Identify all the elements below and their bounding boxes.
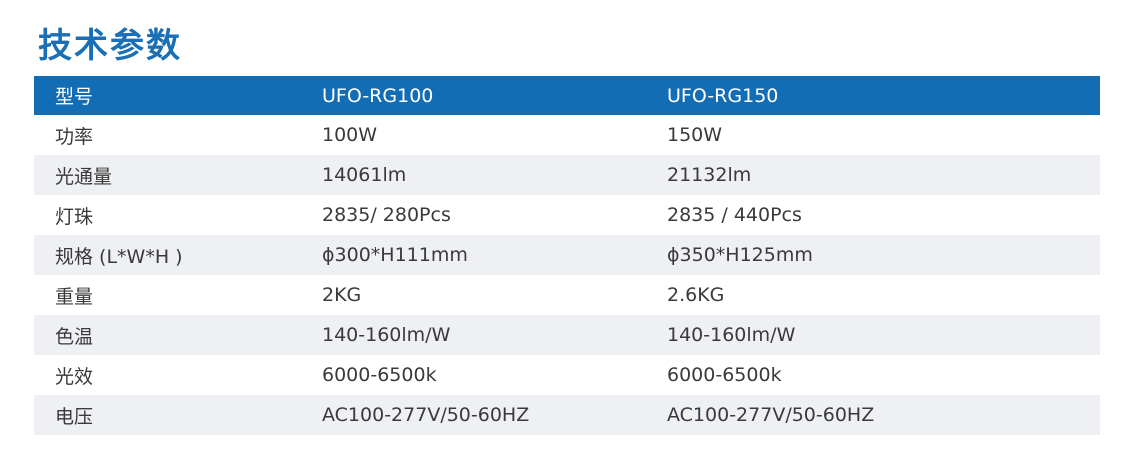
cell: 2835/ 280Pcs bbox=[322, 204, 451, 226]
cell: 2835 / 440Pcs bbox=[667, 204, 802, 226]
row: 功率 100W 150W bbox=[34, 115, 1100, 155]
cell: 光效 bbox=[55, 365, 94, 388]
cell: 150W bbox=[667, 124, 723, 146]
title: 技术参数 bbox=[38, 26, 182, 66]
row: 规格 (L*W*H ) ϕ300*H111mm ϕ350*H125mm bbox=[34, 235, 1100, 275]
cell: AC100-277V/50-60HZ bbox=[667, 395, 1100, 435]
cell: 功率 bbox=[55, 125, 94, 148]
cell: 21132lm bbox=[667, 155, 1100, 195]
row: 灯珠 2835/ 280Pcs 2835 / 440Pcs bbox=[34, 195, 1100, 235]
cell: 6000-6500k bbox=[667, 364, 782, 386]
cell: 重量 bbox=[55, 285, 94, 308]
cell: 电压 bbox=[34, 395, 322, 435]
row: 光效 6000-6500k 6000-6500k bbox=[34, 355, 1100, 395]
cell: 2.6KG bbox=[667, 284, 725, 306]
cell: 光通量 bbox=[34, 155, 322, 195]
cell: ϕ300*H111mm bbox=[322, 235, 667, 275]
cell: 2KG bbox=[322, 284, 362, 306]
row: 光通量 14061lm 21132lm bbox=[34, 155, 1100, 195]
row: 色温 140-160lm/W 140-160lm/W bbox=[34, 315, 1100, 355]
cell: 140-160lm/W bbox=[322, 315, 667, 355]
cell: 规格 (L*W*H ) bbox=[34, 235, 322, 275]
cell: 100W bbox=[322, 124, 378, 146]
spec-table: 型号 UFO-RG100 UFO-RG150 功率 100W 150W 光通量 14061l… bbox=[34, 76, 1100, 435]
cell: AC100-277V/50-60HZ bbox=[322, 395, 667, 435]
header-cell: UFO-RG150 bbox=[667, 76, 1100, 115]
header-cell: UFO-RG100 bbox=[322, 76, 667, 115]
row: 电压 AC100-277V/50-60HZ AC100-277V/50-60HZ bbox=[34, 395, 1100, 435]
cell: ϕ350*H125mm bbox=[667, 235, 1100, 275]
header-cell: 型号 bbox=[34, 76, 322, 115]
cell: 6000-6500k bbox=[322, 364, 437, 386]
header-row: 型号 UFO-RG100 UFO-RG150 bbox=[34, 76, 1100, 115]
cell: 灯珠 bbox=[55, 205, 94, 228]
cell: 14061lm bbox=[322, 155, 667, 195]
cell: 140-160lm/W bbox=[667, 315, 1100, 355]
row: 重量 2KG 2.6KG bbox=[34, 275, 1100, 315]
cell: 色温 bbox=[34, 315, 322, 355]
